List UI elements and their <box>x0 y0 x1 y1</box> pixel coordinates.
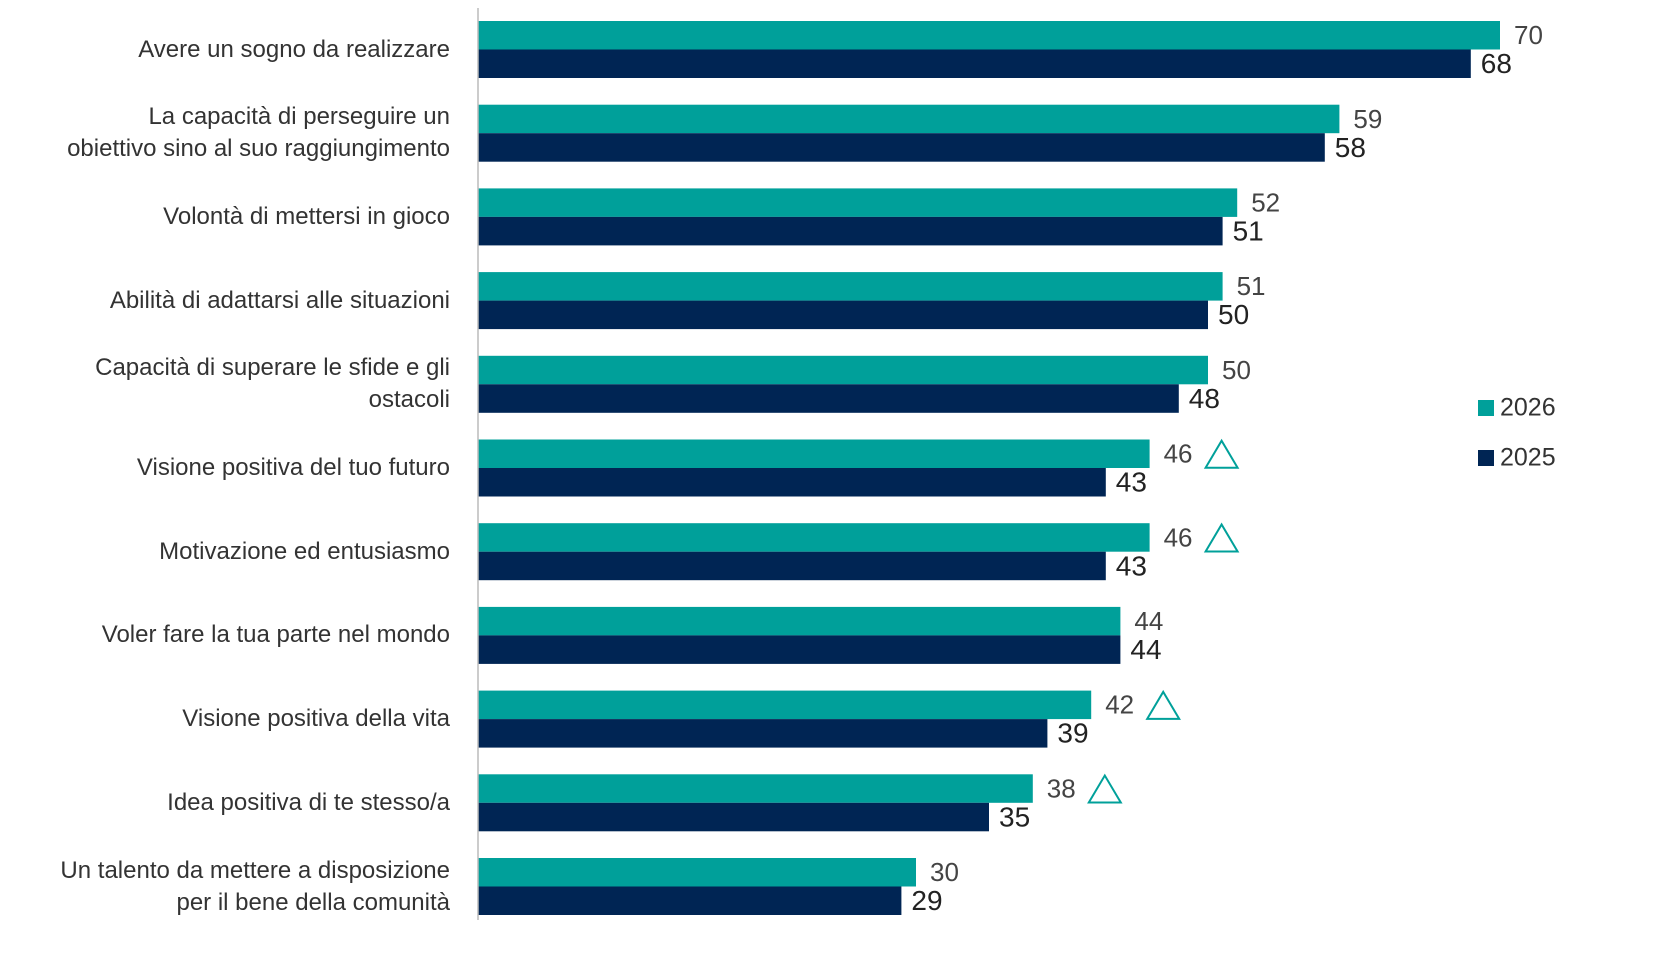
category-label: Idea positiva di te stesso/a <box>167 788 450 816</box>
value-label: 51 <box>1233 216 1264 247</box>
category-label: Capacità di superare le sfide e gli osta… <box>95 354 450 414</box>
bar <box>478 523 1150 552</box>
bar <box>478 216 1223 246</box>
category-label: Volontà di mettersi in gioco <box>163 202 450 230</box>
significance-marker <box>1203 438 1240 469</box>
category-label: Visione positiva della vita <box>182 705 450 733</box>
bar <box>478 49 1471 78</box>
category-label: Avere un sogno da realizzare <box>138 35 450 63</box>
category-label: Motivazione ed entusiasmo <box>159 537 450 565</box>
value-label: 58 <box>1335 132 1366 163</box>
value-label: 50 <box>1218 299 1249 330</box>
bar <box>478 21 1500 50</box>
value-label: 46 <box>1164 522 1193 552</box>
bar <box>478 104 1340 134</box>
value-label: 48 <box>1189 383 1220 414</box>
value-label: 46 <box>1164 439 1193 469</box>
value-label: 43 <box>1116 550 1147 581</box>
bar <box>478 272 1223 301</box>
category-label: Abilità di adattarsi alle situazioni <box>109 286 450 314</box>
legend-label: 2025 <box>1500 444 1556 472</box>
category-label: Voler fare la tua parte nel mondo <box>101 621 450 649</box>
value-label: 44 <box>1130 634 1161 665</box>
category-label: La capacità di perseguire un obiettivo s… <box>67 103 450 163</box>
bar <box>478 133 1325 162</box>
value-label: 44 <box>1134 606 1163 636</box>
value-label: 35 <box>999 801 1030 832</box>
legend-swatch <box>1478 400 1494 416</box>
category-label: Visione positiva del tuo futuro <box>136 454 450 481</box>
value-label: 38 <box>1047 773 1076 803</box>
bar <box>478 886 902 915</box>
bar <box>478 355 1208 385</box>
value-label: 68 <box>1481 48 1512 79</box>
significance-marker <box>1145 689 1181 720</box>
bar <box>478 802 989 832</box>
value-label: 50 <box>1222 355 1251 385</box>
bar <box>478 188 1238 217</box>
category-label: Un talento da mettere a disposizione per… <box>60 856 450 916</box>
bar <box>478 606 1121 636</box>
bar <box>478 858 916 887</box>
significance-marker <box>1087 773 1123 804</box>
value-label: 59 <box>1353 104 1382 134</box>
significance-marker <box>1203 522 1240 553</box>
bar <box>478 468 1106 497</box>
value-label: 30 <box>930 857 959 887</box>
bar <box>478 551 1106 581</box>
value-label: 51 <box>1237 271 1266 301</box>
bar <box>478 774 1033 803</box>
bar <box>478 384 1179 413</box>
value-label: 43 <box>1116 467 1147 498</box>
value-label: 29 <box>911 885 942 916</box>
bar <box>478 690 1092 720</box>
bar <box>478 439 1150 468</box>
value-label: 39 <box>1057 718 1088 749</box>
legend-label: 2026 <box>1500 394 1556 422</box>
legend-swatch <box>1478 450 1494 466</box>
value-label: 52 <box>1251 188 1280 218</box>
bar <box>478 635 1121 664</box>
value-label: 70 <box>1514 20 1543 50</box>
value-label: 42 <box>1105 690 1134 720</box>
bar <box>478 719 1048 748</box>
bar <box>478 300 1208 330</box>
